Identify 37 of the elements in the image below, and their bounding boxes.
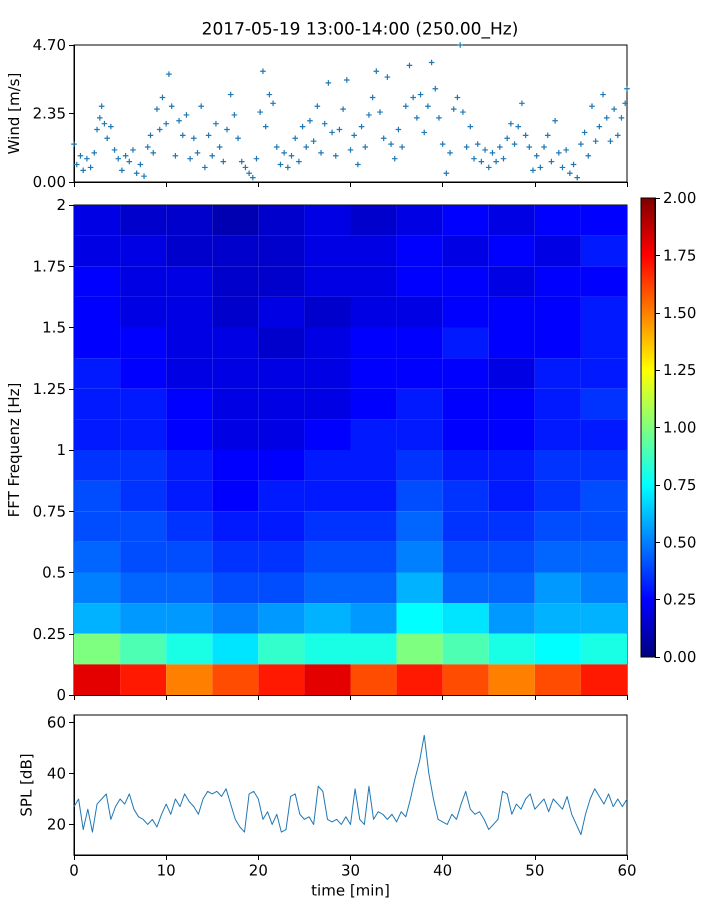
color-bar-label: 1.00 xyxy=(663,418,696,436)
y-tick-label: 2 xyxy=(56,196,66,214)
x-tick-label: 20 xyxy=(248,862,268,880)
x-tick-label: 40 xyxy=(433,862,452,880)
x-tick-label: 60 xyxy=(617,862,637,880)
color-bar-label: 1.50 xyxy=(663,304,696,322)
color-bar-label: 0.75 xyxy=(663,476,696,494)
y-tick-label: 0 xyxy=(56,686,66,704)
color-bar-label: 1.75 xyxy=(663,246,696,264)
y-tick-label: 40 xyxy=(46,764,66,783)
y-tick-label: 1.75 xyxy=(32,257,66,276)
color-bar-label: 2.00 xyxy=(663,189,696,207)
y-tick-label: 60 xyxy=(46,714,66,732)
x-tick-label: 10 xyxy=(156,862,176,880)
y-tick-label: 0.25 xyxy=(32,624,66,643)
y-tick-label: 1.5 xyxy=(42,318,66,336)
y-tick-label: 4.70 xyxy=(32,36,66,54)
x-tick-label: 30 xyxy=(340,862,360,880)
color-bar-label: 1.25 xyxy=(663,361,696,380)
y-tick-label: 0.5 xyxy=(42,564,66,582)
y-axis-title: FFT Frequenz [Hz] xyxy=(5,382,24,518)
y-axis-title: SPL [dB] xyxy=(18,753,36,817)
y-tick-label: 0.75 xyxy=(32,502,66,520)
chart-title: 2017-05-19 13:00-14:00 (250.00_Hz) xyxy=(202,20,518,40)
x-tick-label: 50 xyxy=(525,862,544,880)
y-tick-label: 20 xyxy=(46,815,66,834)
y-tick-label: 1 xyxy=(56,441,66,459)
color-bar-label: 0.50 xyxy=(663,533,696,552)
line-series xyxy=(74,734,628,836)
x-axis-title: time [min] xyxy=(311,882,390,900)
y-tick-label: 0.00 xyxy=(32,173,66,191)
y-axis-title: Wind [m/s] xyxy=(5,72,24,154)
color-bar-label: 0.00 xyxy=(663,648,696,666)
y-tick-label: 1.25 xyxy=(32,380,66,398)
y-tick-label: 2.35 xyxy=(32,104,66,122)
x-tick-label: 0 xyxy=(69,862,79,880)
color-bar-label: 0.25 xyxy=(663,590,696,609)
